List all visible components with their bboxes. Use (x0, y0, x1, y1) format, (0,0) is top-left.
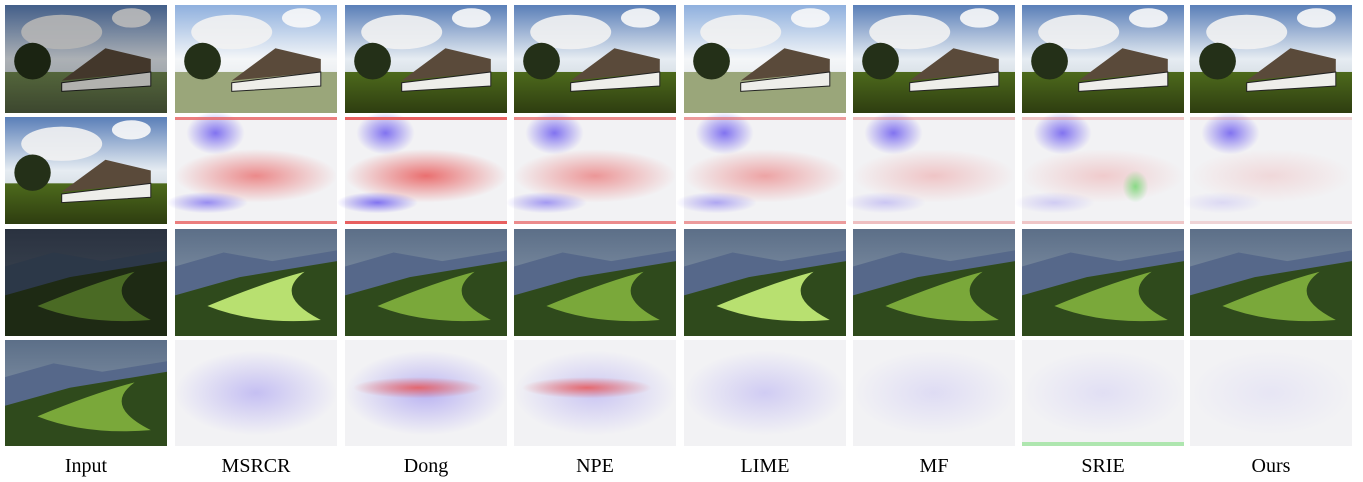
error-blob (337, 192, 418, 213)
error-blob (853, 351, 1015, 436)
error-edge (684, 117, 846, 120)
error-edge (1022, 221, 1184, 224)
column-label: SRIE (1081, 455, 1124, 477)
error-edge (853, 221, 1015, 224)
error-blob (845, 192, 926, 213)
tree (523, 43, 560, 80)
column-label: Input (65, 455, 108, 477)
error-blob (167, 192, 248, 213)
column-label: LIME (741, 455, 790, 477)
error-blob (506, 192, 587, 213)
error-blob (1190, 351, 1352, 436)
error-blob (1014, 192, 1095, 213)
column-label: Ours (1252, 455, 1291, 477)
tree (354, 43, 391, 80)
column-label: NPE (576, 455, 614, 477)
image-column (506, 5, 676, 446)
error-edge (345, 221, 507, 224)
tree (184, 43, 221, 80)
error-blob (522, 377, 652, 398)
cloud (112, 120, 151, 139)
error-edge (175, 221, 337, 224)
column-label: MSRCR (222, 455, 292, 477)
cloud (1129, 8, 1168, 27)
image-column (5, 5, 167, 446)
cloud (452, 8, 491, 27)
page: InputMSRCRDongNPELIMEMFSRIEOurs (() => {… (0, 0, 1363, 477)
error-blob (1122, 171, 1148, 203)
error-edge (1190, 221, 1352, 224)
tree (862, 43, 899, 80)
error-edge (514, 221, 676, 224)
cloud (791, 8, 830, 27)
image-column (337, 5, 507, 446)
image-column (676, 5, 846, 446)
error-edge (684, 221, 846, 224)
column-label: MF (920, 455, 949, 477)
error-blob (353, 377, 483, 398)
tree (14, 154, 50, 190)
error-edge (1190, 117, 1352, 120)
error-blob (1182, 192, 1263, 213)
image-column (1182, 5, 1352, 446)
image-column (167, 5, 337, 446)
cloud (282, 8, 321, 27)
error-edge (514, 117, 676, 120)
cloud (960, 8, 999, 27)
error-blob (175, 351, 337, 436)
error-blob (676, 192, 757, 213)
figure: Input MSRCR Dong NPE LIME MF SRIE Ours (0, 0, 1363, 477)
image-column (1014, 5, 1184, 446)
cloud (1297, 8, 1336, 27)
error-blob (1022, 351, 1184, 436)
tree (693, 43, 730, 80)
error-blob (684, 351, 846, 436)
tree (1199, 43, 1236, 80)
error-edge (175, 117, 337, 120)
error-edge (1022, 442, 1184, 446)
tree (1031, 43, 1068, 80)
error-edge (1022, 117, 1184, 120)
error-edge (853, 117, 1015, 120)
cloud (621, 8, 660, 27)
column-label: Dong (404, 455, 448, 477)
image-column (845, 5, 1015, 446)
error-edge (345, 117, 507, 120)
shade (5, 5, 167, 113)
